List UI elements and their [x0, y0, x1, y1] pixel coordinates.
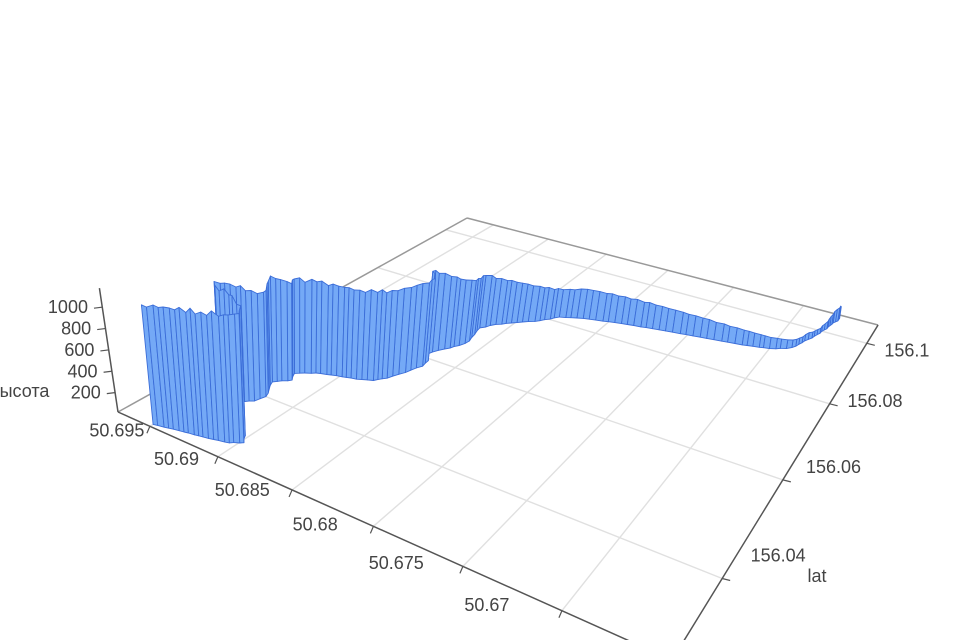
z-tick-label: 800 [61, 319, 91, 339]
x-tick-label: 50.67 [464, 595, 509, 615]
z-tick [103, 370, 112, 373]
grid-line-lon [445, 229, 867, 345]
x-tick-label: 50.685 [215, 480, 270, 500]
z-tick-label: 200 [71, 383, 101, 403]
x-tick-label: 50.695 [89, 420, 144, 440]
z-tick [93, 306, 103, 309]
elevation-bar[interactable] [222, 314, 235, 444]
y-axis-title: lat [807, 566, 827, 586]
y-tick [866, 342, 875, 346]
y-axis-line [683, 324, 879, 640]
x-tick [288, 489, 293, 498]
z-axis-line [98, 288, 119, 413]
elevation-bar[interactable] [769, 337, 778, 350]
x-tick-label: 50.675 [369, 553, 424, 573]
z-tick-label: 400 [68, 361, 98, 381]
z-tick [97, 327, 106, 331]
x-axis-latitude: 50.695 50.69 50.685 50.68 50.675 50.67 [89, 411, 630, 640]
x-tick [558, 610, 563, 618]
z-tick-label: 600 [64, 340, 94, 360]
grid-line-lat [561, 305, 805, 612]
x-tick [369, 526, 374, 534]
z-tick-label: 1000 [48, 297, 88, 317]
elevation-bar[interactable] [293, 277, 301, 374]
x-tick [146, 426, 151, 434]
y-tick [829, 403, 838, 407]
elevation-ribbon[interactable] [140, 269, 842, 444]
x-tick [214, 456, 219, 464]
z-tick [106, 392, 115, 395]
y-tick-label: 156.08 [847, 391, 902, 411]
y-axis-lat-ticks: 156.04 156.06 156.08 156.1 [683, 324, 929, 640]
y-tick-label: 156.04 [751, 546, 806, 566]
elevation-bar[interactable] [304, 278, 313, 374]
z-tick [100, 349, 109, 352]
grid-line-lon [195, 368, 723, 580]
z-axis-title: высота [0, 381, 50, 401]
y-tick-label: 156.06 [806, 457, 861, 477]
y-tick [722, 577, 731, 582]
x-tick-label: 50.69 [154, 449, 199, 469]
y-tick-label: 156.1 [884, 340, 929, 360]
elevation-bar[interactable] [366, 289, 379, 381]
x-axis-line [117, 411, 630, 640]
elevation-bar[interactable] [299, 277, 306, 374]
x-tick-label: 50.68 [293, 515, 338, 535]
x-tick [459, 566, 464, 574]
y-tick [782, 479, 791, 483]
back-right-edge [466, 217, 879, 326]
floor-grid [149, 224, 867, 612]
